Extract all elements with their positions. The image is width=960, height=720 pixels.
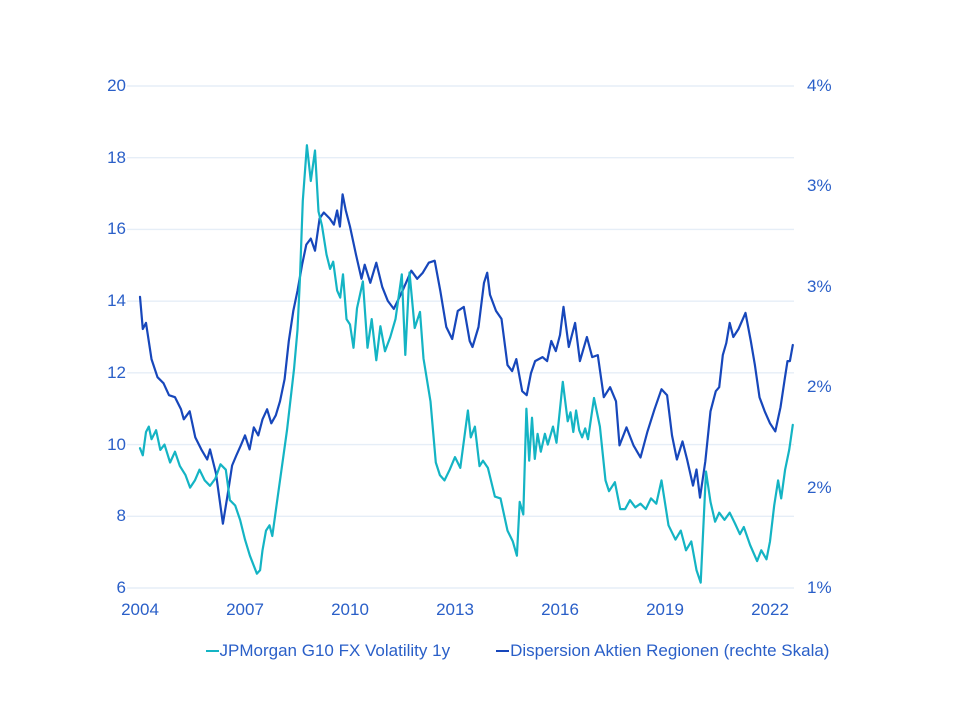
y-axis-label-right: 3% <box>807 276 832 296</box>
x-axis-label: 2013 <box>436 600 474 619</box>
legend-label: Dispersion Aktien Regionen (rechte Skala… <box>510 641 830 660</box>
x-axis-label: 2007 <box>226 600 264 619</box>
y-axis-label-left: 8 <box>116 506 126 526</box>
x-axis-label: 2022 <box>751 600 789 619</box>
legend-label: JPMorgan G10 FX Volatility 1y <box>219 641 451 660</box>
y-axis-label-right: 4% <box>807 76 832 95</box>
y-axis-label-right: 2% <box>807 477 832 497</box>
y-axis-label-left: 16 <box>107 219 126 239</box>
y-axis-label-left: 18 <box>107 147 126 167</box>
legend-item-dispersion: Dispersion Aktien Regionen (rechte Skala… <box>496 641 829 661</box>
y-axis-label-right: 3% <box>807 176 832 196</box>
legend-swatch-blue-icon <box>496 649 510 653</box>
y-axis-label-left: 10 <box>107 434 126 454</box>
legend-swatch-teal-icon <box>205 649 219 653</box>
x-axis-label: 2016 <box>541 600 579 619</box>
legend: JPMorgan G10 FX Volatility 1y Dispersion… <box>75 641 960 661</box>
x-axis-label: 2019 <box>646 600 684 619</box>
y-axis-label-right: 2% <box>807 377 832 397</box>
y-axis-label-left: 6 <box>116 578 126 597</box>
x-axis-label: 2004 <box>121 600 159 619</box>
y-axis-label-left: 12 <box>107 362 126 382</box>
legend-item-fx-volatility: JPMorgan G10 FX Volatility 1y <box>205 641 451 661</box>
y-axis-label-right: 1% <box>807 578 832 597</box>
y-axis-label-left: 14 <box>107 291 126 311</box>
x-axis-label: 2010 <box>331 600 369 619</box>
series-line-blue <box>138 193 794 525</box>
series-line-teal <box>138 144 794 584</box>
y-axis-label-left: 20 <box>107 76 126 95</box>
